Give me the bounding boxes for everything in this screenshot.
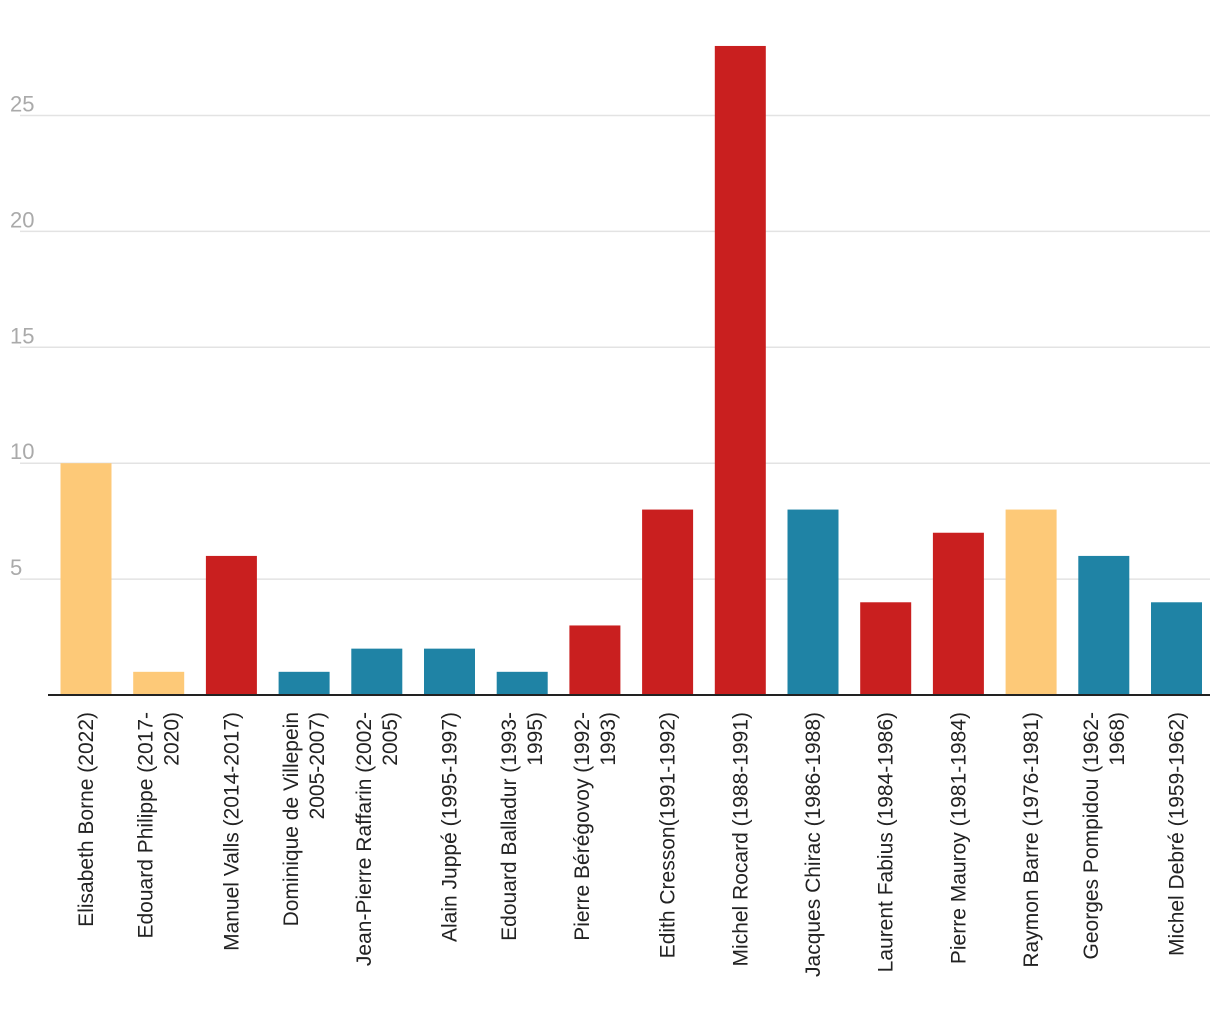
bar	[496, 671, 548, 695]
x-tick-label: Edith Cresson(1991-1992)	[657, 712, 680, 958]
x-tick-label: Jean-Pierre Raffarin (2002-	[353, 712, 376, 966]
bar	[860, 602, 912, 695]
bar	[60, 463, 112, 695]
x-tick-label: Alain Juppé (1995-1997)	[439, 712, 462, 942]
bar	[714, 45, 766, 695]
bar	[133, 671, 185, 695]
bar	[205, 555, 257, 695]
y-tick-label: 25	[10, 92, 34, 117]
bar	[642, 509, 694, 695]
x-tick-label: Raymon Barre (1976-1981)	[1020, 712, 1043, 968]
x-tick-label: Michel Debré (1959-1962)	[1166, 712, 1189, 956]
x-tick-label: Edouard Philippe (2017-	[135, 712, 158, 939]
y-tick-label: 15	[10, 323, 34, 348]
bar	[787, 509, 839, 695]
x-tick-label: Pierre Bérégovoy (1992-	[571, 712, 594, 941]
bar	[424, 648, 475, 695]
bar	[1078, 555, 1130, 695]
bar	[932, 532, 984, 695]
y-tick-label: 20	[10, 207, 34, 232]
x-axis-labels: Elisabeth Borne (2022) Edouard Philippe (…	[75, 712, 1189, 977]
x-tick-label: Manuel Valls (2014-2017)	[220, 712, 243, 951]
x-tick-label: 2005-2007)	[306, 712, 329, 819]
bars	[60, 45, 1202, 695]
x-tick-label: 1995)	[524, 712, 547, 766]
x-tick-label: Edouard Balladur (1993-	[498, 712, 521, 941]
x-tick-label: 2005)	[379, 712, 402, 766]
bar	[569, 625, 621, 695]
y-axis-ticks: 5 10 15 20 25	[10, 92, 34, 581]
bar	[1005, 509, 1057, 695]
bar	[278, 671, 330, 695]
bar	[351, 648, 403, 695]
y-tick-label: 5	[10, 555, 22, 580]
x-tick-label: Laurent Fabius (1984-1986)	[875, 712, 898, 972]
x-tick-label: Dominique de Villepein	[280, 712, 303, 926]
x-tick-label: Michel Rocard (1988-1991)	[729, 712, 752, 966]
x-tick-label: Pierre Mauroy (1981-1984)	[947, 712, 970, 964]
x-tick-label: Jacques Chirac (1986-1988)	[802, 712, 825, 977]
x-tick-label: 1993)	[597, 712, 620, 766]
bar	[1151, 602, 1202, 695]
gridlines	[20, 114, 1210, 580]
y-tick-label: 10	[10, 439, 34, 464]
x-tick-label: 2020)	[161, 712, 184, 766]
x-tick-label: 1968)	[1106, 712, 1129, 766]
x-tick-label: Elisabeth Borne (2022)	[75, 712, 98, 927]
x-tick-label: Georges Pompidou (1962-	[1080, 712, 1103, 959]
